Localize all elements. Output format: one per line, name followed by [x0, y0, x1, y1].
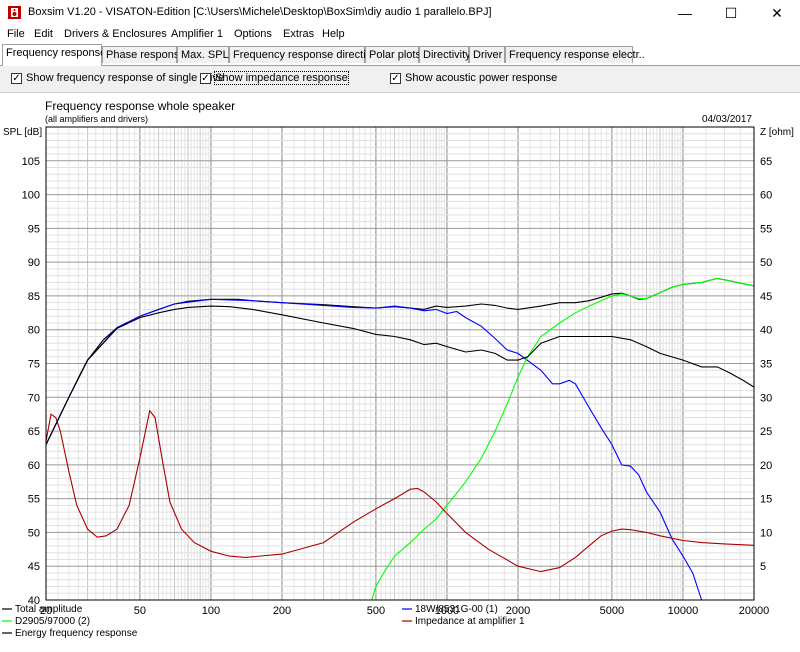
plot-frame — [45, 126, 755, 601]
y2-tick-label: 15 — [760, 494, 772, 506]
y2-tick-label: 40 — [760, 325, 772, 337]
y2-tick-label: 60 — [760, 190, 772, 202]
tab-frequency-response-directions[interactable]: Frequency response directions — [229, 46, 383, 63]
y2-tick-label: 65 — [760, 156, 772, 168]
y-tick-label: 45 — [28, 561, 40, 573]
legend-entry: Energy frequency response — [15, 628, 138, 639]
y-tick-label: 60 — [28, 460, 40, 472]
impedance-label: Show impedance response — [214, 71, 349, 85]
tweeter-curve — [371, 277, 755, 601]
impedance-checkbox[interactable]: ✓ — [200, 72, 211, 84]
options-bar: ✓ Show frequency response of single driv… — [0, 66, 800, 93]
menu-bar: File Edit Drivers & Enclosures Amplifier… — [0, 26, 800, 44]
menu-edit[interactable]: Edit — [34, 28, 53, 40]
tab-max-spl[interactable]: Max. SPL — [177, 46, 229, 63]
y2-tick-label: 5 — [760, 561, 766, 573]
menu-amplifier[interactable]: Amplifier 1 — [171, 28, 223, 40]
tab-phase-response[interactable]: Phase response — [102, 46, 186, 63]
menu-file[interactable]: File — [7, 28, 25, 40]
option-single-drive[interactable]: ✓ Show frequency response of single driv… — [11, 72, 224, 84]
x-tick-label: 20 — [40, 605, 52, 617]
y-tick-label: 75 — [28, 359, 40, 371]
option-acoustic-power[interactable]: ✓ Show acoustic power response — [390, 72, 557, 84]
chart-title: Frequency response whole speaker — [45, 99, 235, 113]
x-tick-label: 2000 — [506, 605, 530, 617]
option-impedance[interactable]: ✓ Show impedance response — [200, 71, 349, 85]
y2-tick-label: 45 — [760, 291, 772, 303]
x-tick-label: 20000 — [739, 605, 770, 617]
y2-tick-label: 30 — [760, 392, 772, 404]
y-tick-label: 70 — [28, 392, 40, 404]
x-tick-label: 5000 — [600, 605, 624, 617]
chart-subtitle: (all amplifiers and drivers) — [45, 114, 148, 124]
close-button[interactable]: ✕ — [771, 4, 783, 21]
menu-options[interactable]: Options — [234, 28, 272, 40]
y-tick-label: 95 — [28, 223, 40, 235]
y-tick-label: 65 — [28, 426, 40, 438]
y-tick-label: 90 — [28, 257, 40, 269]
window-title: Boxsim V1.20 - VISATON-Edition [C:\Users… — [28, 6, 492, 18]
acoustic-power-label: Show acoustic power response — [405, 72, 558, 84]
minimize-button[interactable]: — — [678, 5, 692, 21]
y-tick-label: 105 — [22, 156, 40, 168]
energy-response-curve — [45, 305, 755, 445]
tab-frequency-response[interactable]: Frequency response. — [2, 44, 109, 66]
legend-entry: Impedance at amplifier 1 — [415, 616, 525, 627]
menu-help[interactable]: Help — [322, 28, 345, 40]
legend-entry: 18W/8531G-00 (1) — [415, 604, 498, 615]
acoustic-power-checkbox[interactable]: ✓ — [390, 72, 401, 84]
title-bar: Boxsim V1.20 - VISATON-Edition [C:\Users… — [0, 0, 800, 26]
x-tick-label: 500 — [367, 605, 385, 617]
woofer-curve — [45, 298, 754, 601]
y-tick-label: 40 — [28, 595, 40, 607]
tab-driver[interactable]: Driver — [469, 46, 505, 63]
menu-extras[interactable]: Extras — [283, 28, 315, 40]
y2-tick-label: 55 — [760, 223, 772, 235]
tab-directivity[interactable]: Directivity — [419, 46, 471, 63]
legend-entry: Total amplitude — [15, 604, 83, 615]
single-drive-checkbox[interactable]: ✓ — [11, 72, 22, 84]
y2-tick-label: 35 — [760, 359, 772, 371]
y2-tick-label: 25 — [760, 426, 772, 438]
y2-tick-label: 10 — [760, 527, 772, 539]
maximize-button[interactable]: ☐ — [724, 4, 738, 21]
y-tick-label: 100 — [22, 190, 40, 202]
chart-area: Frequency response whole speaker (all am… — [0, 93, 800, 649]
x-tick-label: 50 — [134, 605, 146, 617]
y-tick-label: 50 — [28, 527, 40, 539]
x-tick-label: 200 — [273, 605, 291, 617]
y-axis-label: SPL [dB] — [3, 127, 42, 138]
y2-axis-label: Z [ohm] — [760, 127, 794, 138]
x-tick-label: 1000 — [435, 605, 459, 617]
chart-date: 04/03/2017 — [702, 114, 752, 125]
y-tick-label: 80 — [28, 325, 40, 337]
tab-frequency-response-electrical[interactable]: Frequency response electr.. — [505, 46, 645, 63]
menu-drivers-enclosures[interactable]: Drivers & Enclosures — [64, 28, 167, 40]
x-tick-label: 100 — [202, 605, 220, 617]
legend-entry: D2905/97000 (2) — [15, 616, 90, 627]
y2-tick-label: 50 — [760, 257, 772, 269]
tab-polar-plots[interactable]: Polar plots — [365, 46, 421, 63]
single-drive-label: Show frequency response of single drive — [26, 72, 225, 84]
impedance-curve — [45, 409, 755, 573]
frequency-response-chart: Frequency response whole speaker (all am… — [2, 99, 794, 639]
tab-strip: Frequency response. Phase response Max. … — [0, 44, 800, 66]
y-tick-label: 55 — [28, 494, 40, 506]
total-amplitude-curve — [45, 277, 755, 445]
x-tick-label: 10000 — [668, 605, 699, 617]
y-tick-label: 85 — [28, 291, 40, 303]
boxsim-app-icon — [8, 6, 21, 19]
y2-tick-label: 20 — [760, 460, 772, 472]
